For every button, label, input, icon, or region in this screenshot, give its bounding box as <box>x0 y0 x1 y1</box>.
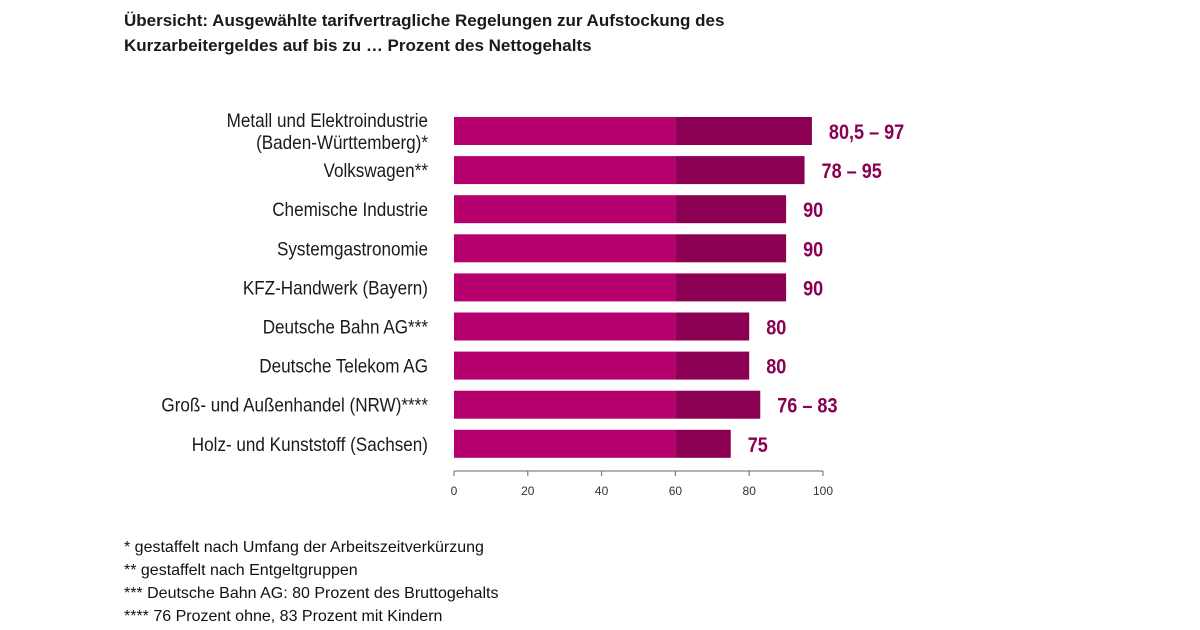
bar-upper-segment <box>675 273 787 302</box>
value-label: 75 <box>748 434 768 458</box>
bar-lower-segment <box>454 156 676 185</box>
bar-lower-segment <box>454 429 676 458</box>
category-label: (Baden-Württemberg)* <box>256 132 428 153</box>
value-label: 80 <box>766 355 786 379</box>
bar-upper-segment <box>675 195 787 224</box>
value-label: 90 <box>803 238 823 262</box>
category-label: Deutsche Bahn AG*** <box>263 317 428 338</box>
bar-lower-segment <box>454 234 676 263</box>
bar-upper-segment <box>675 117 812 145</box>
chart-title: Übersicht: Ausgewählte tarifvertragliche… <box>124 8 884 58</box>
bar-lower-segment <box>454 390 676 419</box>
bar-upper-segment <box>675 429 731 458</box>
bar-upper-segment <box>675 351 750 380</box>
bar-lower-segment <box>454 195 676 224</box>
category-label: Groß- und Außenhandel (NRW)**** <box>161 395 428 416</box>
bar-upper-segment <box>675 156 805 185</box>
x-tick-label: 20 <box>521 484 535 498</box>
bar-upper-segment <box>675 312 750 341</box>
value-label: 90 <box>803 199 823 223</box>
value-label: 76 – 83 <box>777 394 837 418</box>
x-tick-label: 0 <box>451 484 458 498</box>
x-tick-label: 40 <box>595 484 609 498</box>
footnote-3: *** Deutsche Bahn AG: 80 Prozent des Bru… <box>124 585 499 602</box>
footnote-2: ** gestaffelt nach Entgeltgruppen <box>124 562 358 579</box>
chart-title-line-2: Kurzarbeitergeldes auf bis zu … Prozent … <box>124 36 592 55</box>
chart-title-line-1: Übersicht: Ausgewählte tarifvertragliche… <box>124 11 725 30</box>
value-label: 78 – 95 <box>822 160 882 184</box>
category-label: Systemgastronomie <box>277 238 428 259</box>
category-label: Deutsche Telekom AG <box>259 356 428 377</box>
bar-upper-segment <box>675 234 787 263</box>
bar-lower-segment <box>454 351 676 380</box>
x-tick-label: 100 <box>813 484 833 498</box>
category-label: Metall und Elektroindustrie <box>227 110 428 131</box>
bar-lower-segment <box>454 273 676 302</box>
bar-chart: Metall und Elektroindustrie(Baden-Württe… <box>161 110 904 498</box>
category-label: Chemische Industrie <box>272 199 428 220</box>
footnotes: * gestaffelt nach Umfang der Arbeitszeit… <box>124 536 498 628</box>
bar-upper-segment <box>675 390 761 419</box>
footnote-1: * gestaffelt nach Umfang der Arbeitszeit… <box>124 539 484 556</box>
bar-lower-segment <box>454 117 676 145</box>
value-label: 80 <box>766 316 786 340</box>
x-tick-label: 80 <box>743 484 757 498</box>
value-label: 90 <box>803 277 823 301</box>
value-label: 80,5 – 97 <box>829 121 904 145</box>
category-label: KFZ-Handwerk (Bayern) <box>243 278 428 299</box>
footnote-4: **** 76 Prozent ohne, 83 Prozent mit Kin… <box>124 608 443 625</box>
category-label: Holz- und Kunststoff (Sachsen) <box>192 434 428 455</box>
category-label: Volkswagen** <box>323 160 428 181</box>
bar-lower-segment <box>454 312 676 341</box>
x-tick-label: 60 <box>669 484 683 498</box>
